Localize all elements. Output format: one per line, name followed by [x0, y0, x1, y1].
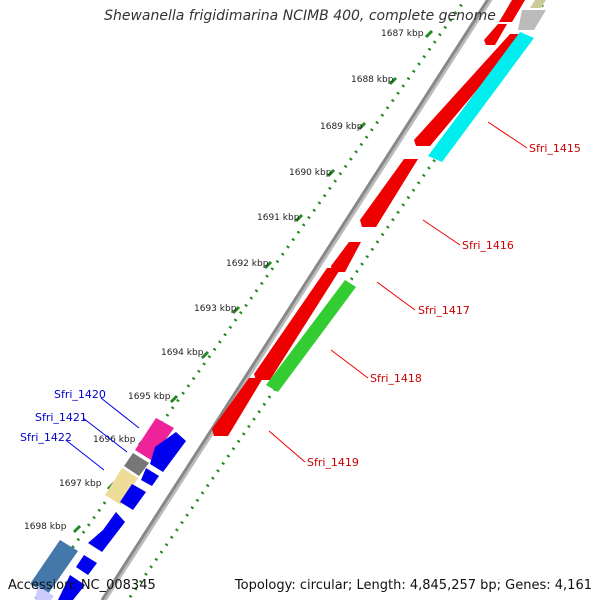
callout-lines-left — [66, 397, 140, 471]
accession-text: Accession: NC_008345 — [8, 578, 156, 593]
gene-steelblue[interactable] — [30, 540, 78, 594]
gene-sfri-1419[interactable] — [212, 378, 263, 436]
gene-blue-6[interactable] — [58, 575, 85, 600]
tick-label: 1690 kbp — [289, 168, 332, 178]
gene-sfri-1418[interactable] — [254, 268, 341, 380]
gene-features-reverse — [212, 0, 525, 436]
gene-sfri-1416[interactable] — [360, 159, 418, 227]
tick-label: 1695 kbp — [128, 392, 171, 402]
tick-label: 1689 kbp — [320, 122, 363, 132]
tick-label: 1696 kbp — [93, 435, 136, 445]
gene-inner-cyan[interactable] — [428, 32, 534, 162]
gene-inner-tan[interactable] — [530, 0, 546, 8]
tick-label: 1692 kbp — [226, 259, 269, 269]
gene-features-forward — [30, 418, 186, 600]
gene-sfri-1422[interactable] — [105, 468, 138, 505]
gene-blue-1[interactable] — [150, 432, 186, 472]
gene-blue-5[interactable] — [76, 555, 97, 575]
gene-blue-4[interactable] — [88, 512, 125, 552]
tick-label: 1687 kbp — [381, 29, 424, 39]
gene-sfri-1421[interactable] — [124, 453, 149, 476]
tick-label: 1694 kbp — [161, 348, 204, 358]
tick-label: 1688 kbp — [351, 75, 394, 85]
tick-label: 1698 kbp — [24, 522, 67, 532]
genome-backbone — [100, 0, 490, 600]
gene-blue-3[interactable] — [120, 484, 146, 510]
gene-inner-gray[interactable] — [518, 10, 546, 30]
gene-sfri-1415[interactable] — [414, 34, 524, 146]
map-title: Shewanella frigidimarina NCIMB 400, comp… — [104, 8, 496, 24]
gene-label[interactable]: Sfri_1418 — [370, 372, 422, 385]
gene-sfri-1413[interactable] — [499, 0, 525, 22]
tick-label: 1693 kbp — [194, 304, 237, 314]
gene-sfri-1417[interactable] — [331, 242, 361, 272]
gene-label[interactable]: Sfri_1420 — [54, 388, 106, 401]
gene-label[interactable]: Sfri_1422 — [20, 431, 72, 444]
gene-features-inner — [266, 0, 546, 392]
outer-dotted-track — [33, 0, 467, 600]
scale-ticks — [72, 29, 434, 534]
gene-label[interactable]: Sfri_1416 — [462, 239, 514, 252]
gene-label[interactable]: Sfri_1419 — [307, 456, 359, 469]
callout-lines-right — [268, 121, 528, 463]
gene-sfri-1414[interactable] — [484, 24, 507, 45]
gene-lavender[interactable] — [35, 586, 54, 600]
gene-label[interactable]: Sfri_1415 — [529, 142, 581, 155]
gene-blue-2[interactable] — [141, 468, 159, 486]
tick-label: 1691 kbp — [257, 213, 300, 223]
gene-label[interactable]: Sfri_1421 — [35, 411, 87, 424]
gene-label[interactable]: Sfri_1417 — [418, 304, 470, 317]
genome-summary-text: Topology: circular; Length: 4,845,257 bp… — [234, 578, 592, 593]
gene-sfri-1420[interactable] — [135, 418, 174, 460]
tick-label: 1697 kbp — [59, 479, 102, 489]
gene-inner-green[interactable] — [266, 280, 356, 392]
genome-backbone-shadow — [101, 0, 493, 600]
